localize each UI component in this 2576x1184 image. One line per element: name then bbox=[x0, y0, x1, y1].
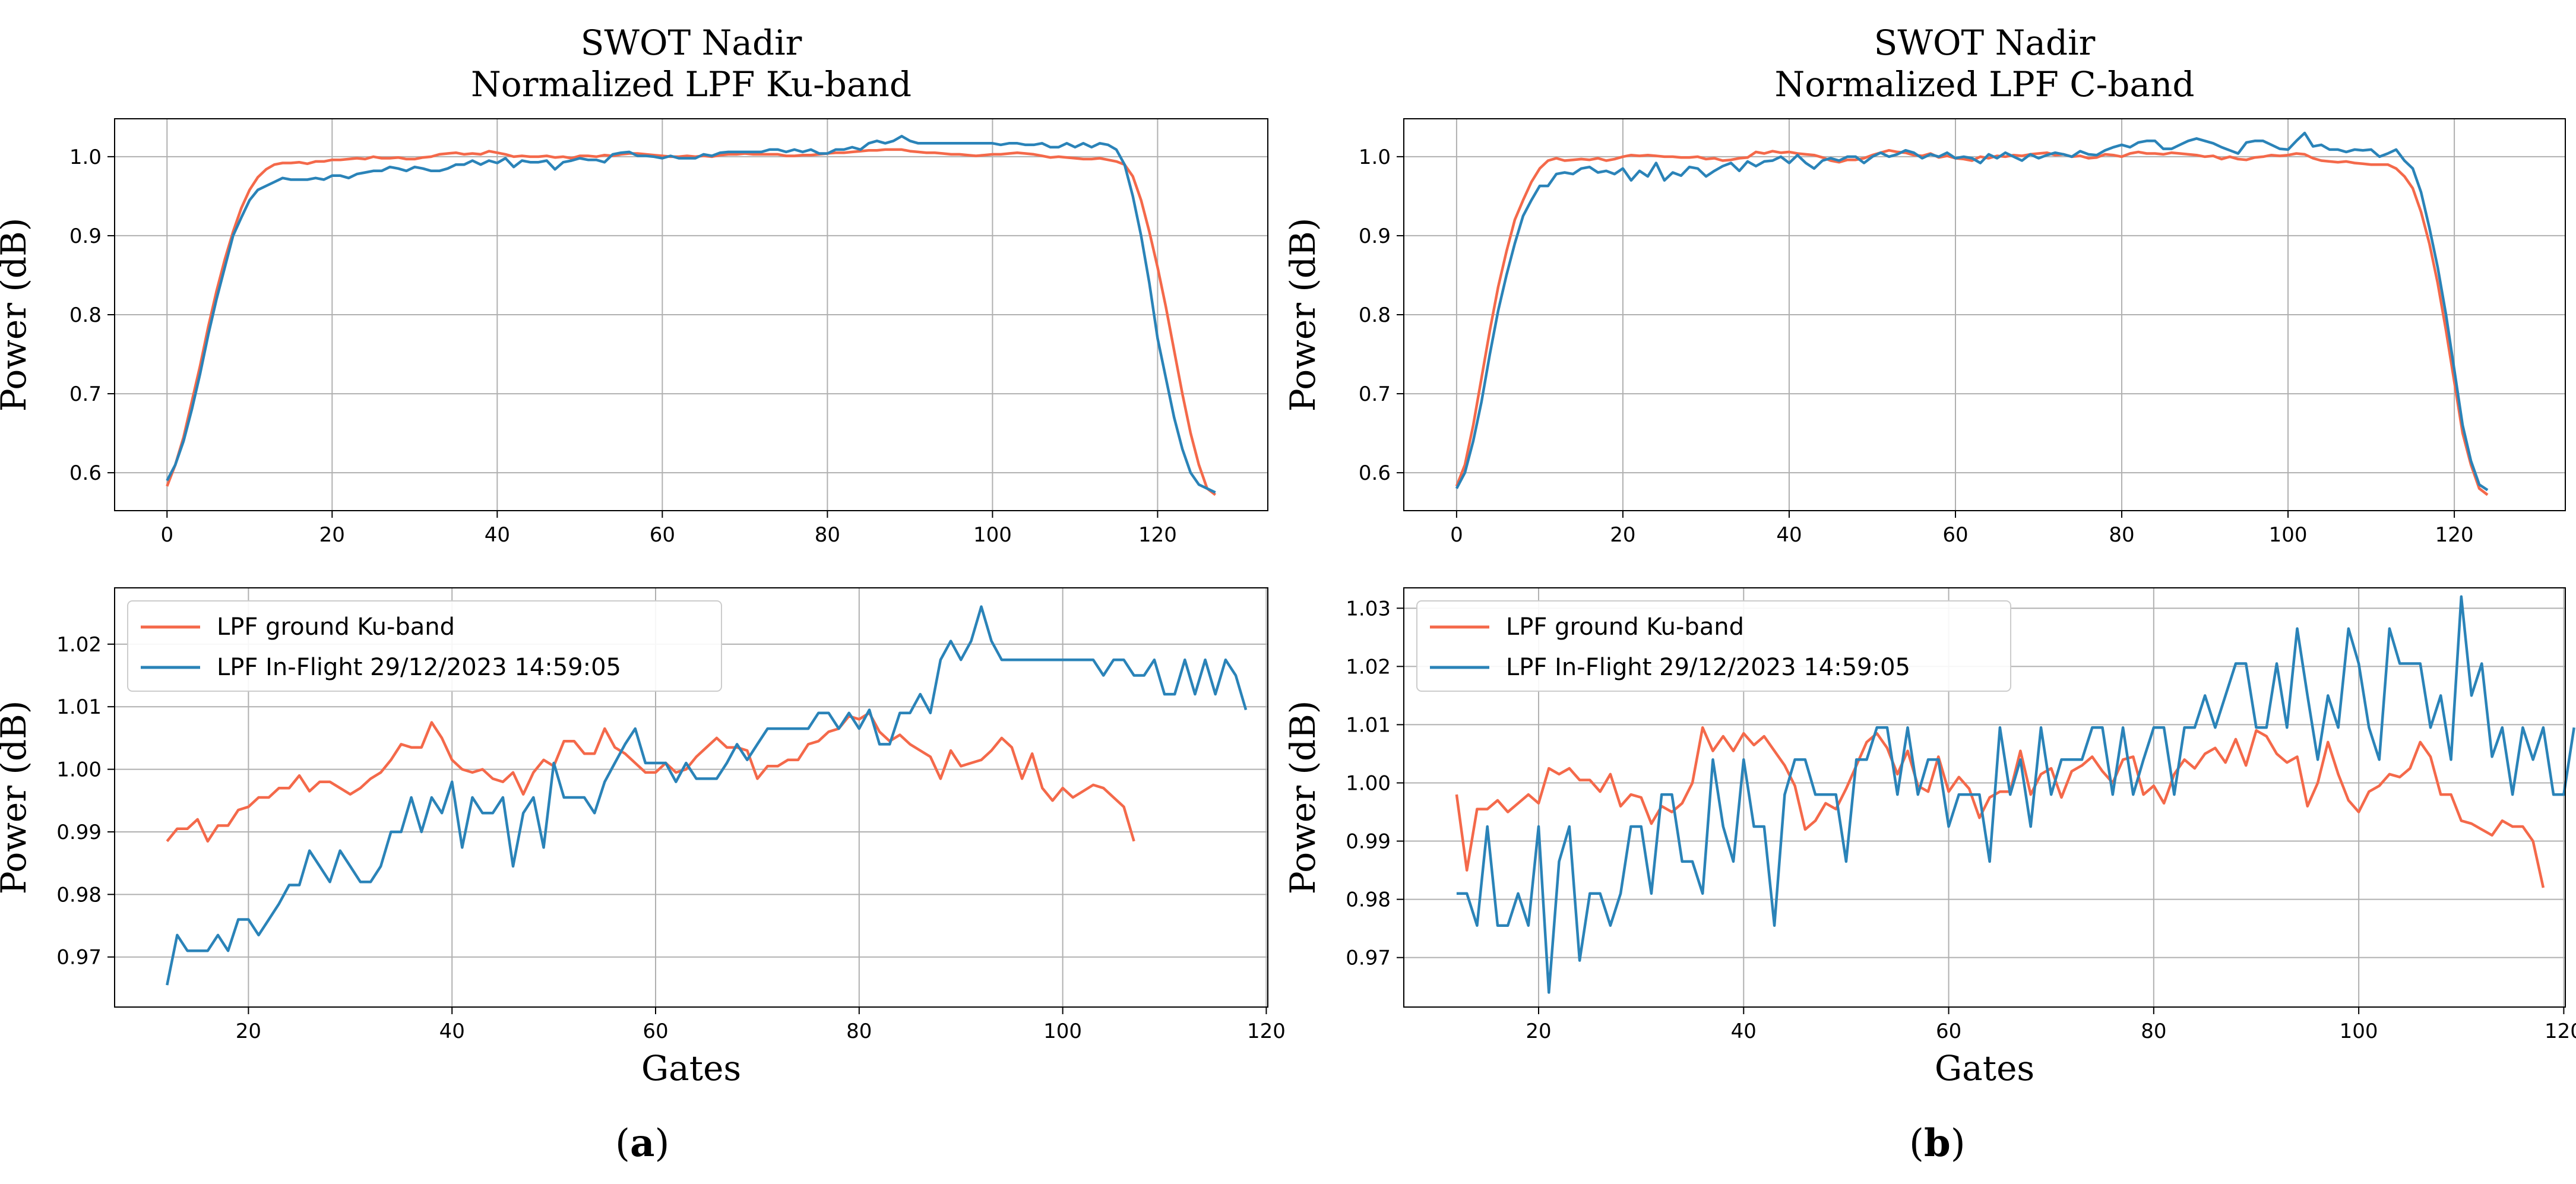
chart-b_bottom: 20 40 60 80 100 120 0.97 0.98 0.99 1.00 1.01 1.02 1.… bbox=[1283, 587, 2576, 1088]
series-line-flight bbox=[1456, 595, 2575, 994]
y-tick-label: 0.98 bbox=[1346, 888, 1391, 912]
y-tick-label: 0.9 bbox=[69, 224, 102, 248]
panel-label-b-open: ( bbox=[1909, 1122, 1924, 1166]
x-tick-label: 20 bbox=[319, 523, 345, 547]
plot-frame bbox=[114, 118, 1268, 511]
x-axis-label: Gates bbox=[1935, 1048, 2034, 1088]
plot-frame bbox=[1403, 587, 2566, 1008]
y-tick-label: 0.9 bbox=[1359, 224, 1391, 248]
legend-label-ground: LPF ground Ku-band bbox=[217, 613, 455, 641]
legend-label-flight: LPF In-Flight 29/12/2023 14:59:05 bbox=[1506, 654, 1910, 681]
panel-label-a-close: ) bbox=[654, 1122, 670, 1166]
y-tick-label: 1.02 bbox=[1346, 655, 1391, 679]
panel-label-b-close: ) bbox=[1950, 1122, 1966, 1166]
y-tick-label: 0.7 bbox=[1359, 382, 1391, 406]
y-axis-label: Power (dB) bbox=[1283, 701, 1323, 895]
y-tick-label: 0.99 bbox=[1346, 830, 1391, 854]
x-tick-label: 40 bbox=[439, 1020, 465, 1043]
chart-title-line: Normalized LPF C-band bbox=[1775, 64, 2195, 105]
legend-label-flight: LPF In-Flight 29/12/2023 14:59:05 bbox=[217, 654, 621, 681]
panel-label-a-open: ( bbox=[615, 1122, 630, 1166]
x-tick-label: 120 bbox=[1247, 1020, 1286, 1043]
x-tick-label: 40 bbox=[1776, 523, 1802, 547]
plot-frame bbox=[114, 587, 1268, 1008]
x-tick-label: 20 bbox=[1526, 1020, 1551, 1043]
chart-title-line: SWOT Nadir bbox=[581, 23, 802, 63]
panel-label-b: (b) bbox=[1909, 1121, 1966, 1166]
x-tick-label: 120 bbox=[2545, 1020, 2576, 1043]
y-tick-label: 0.98 bbox=[56, 883, 102, 907]
legend-box bbox=[127, 600, 722, 692]
y-axis-label: Power (dB) bbox=[0, 218, 34, 412]
y-tick-label: 1.00 bbox=[56, 758, 102, 782]
y-tick-label: 1.01 bbox=[56, 695, 102, 719]
chart-b_top: 0 20 40 60 80 100 120 0.6 0.7 0.8 0.9 1.0 SWOT Nadir… bbox=[1283, 23, 2566, 547]
y-tick-label: 1.00 bbox=[1346, 771, 1391, 795]
x-tick-label: 0 bbox=[160, 523, 173, 547]
x-tick-label: 60 bbox=[643, 1020, 668, 1043]
series-line-ground bbox=[166, 711, 1135, 843]
series-line-flight bbox=[166, 605, 1248, 986]
series-line-ground bbox=[1455, 148, 2489, 496]
x-tick-label: 120 bbox=[2435, 523, 2474, 547]
plot-frame bbox=[1403, 118, 2566, 511]
chart-title-line: Normalized LPF Ku-band bbox=[471, 64, 912, 105]
x-tick-label: 20 bbox=[1610, 523, 1635, 547]
series-line-flight bbox=[1455, 131, 2489, 492]
series-line-ground bbox=[1455, 726, 2545, 888]
chart-a_top: 0 20 40 60 80 100 120 0.6 0.7 0.8 0.9 1.0 SWOT Nadir… bbox=[0, 23, 1268, 547]
x-tick-label: 80 bbox=[815, 523, 840, 547]
y-tick-label: 0.97 bbox=[56, 946, 102, 970]
x-tick-label: 60 bbox=[650, 523, 675, 547]
legend-box bbox=[1416, 600, 2011, 692]
x-tick-label: 60 bbox=[1942, 523, 1968, 547]
x-tick-label: 20 bbox=[236, 1020, 261, 1043]
y-axis-label: Power (dB) bbox=[0, 701, 34, 895]
y-tick-label: 0.99 bbox=[56, 821, 102, 844]
x-tick-label: 80 bbox=[2109, 523, 2134, 547]
x-tick-label: 40 bbox=[485, 523, 510, 547]
x-tick-label: 100 bbox=[2269, 523, 2308, 547]
series-line-ground bbox=[166, 148, 1217, 496]
chart-a_bottom: 20 40 60 80 100 120 0.97 0.98 0.99 1.00 1.01 1.02 Po… bbox=[0, 587, 1286, 1088]
panel-label-a: (a) bbox=[615, 1121, 669, 1166]
y-tick-label: 0.7 bbox=[69, 382, 102, 406]
x-tick-label: 80 bbox=[846, 1020, 872, 1043]
x-axis-label: Gates bbox=[641, 1048, 741, 1088]
y-tick-label: 1.0 bbox=[69, 145, 102, 169]
y-tick-label: 0.6 bbox=[1359, 461, 1391, 485]
panel-label-a-letter: a bbox=[629, 1121, 655, 1166]
chart-title-line: SWOT Nadir bbox=[1874, 23, 2096, 63]
y-tick-label: 1.03 bbox=[1346, 597, 1391, 621]
x-tick-label: 100 bbox=[1043, 1020, 1082, 1043]
legend-label-ground: LPF ground Ku-band bbox=[1506, 613, 1744, 641]
x-tick-label: 100 bbox=[973, 523, 1012, 547]
y-tick-label: 0.8 bbox=[1359, 303, 1391, 327]
x-tick-label: 100 bbox=[2340, 1020, 2378, 1043]
y-tick-label: 0.6 bbox=[69, 461, 102, 485]
x-tick-label: 120 bbox=[1138, 523, 1177, 547]
y-tick-label: 1.02 bbox=[56, 633, 102, 657]
x-tick-label: 80 bbox=[2141, 1020, 2166, 1043]
x-tick-label: 60 bbox=[1936, 1020, 1961, 1043]
y-tick-label: 1.0 bbox=[1359, 145, 1391, 169]
x-tick-label: 40 bbox=[1731, 1020, 1757, 1043]
series-line-flight bbox=[166, 135, 1216, 494]
y-tick-label: 0.8 bbox=[69, 303, 102, 327]
panel-label-b-letter: b bbox=[1923, 1121, 1951, 1166]
y-tick-label: 0.97 bbox=[1346, 946, 1391, 970]
y-axis-label: Power (dB) bbox=[1283, 218, 1323, 412]
x-tick-label: 0 bbox=[1450, 523, 1463, 547]
y-tick-label: 1.01 bbox=[1346, 713, 1391, 737]
